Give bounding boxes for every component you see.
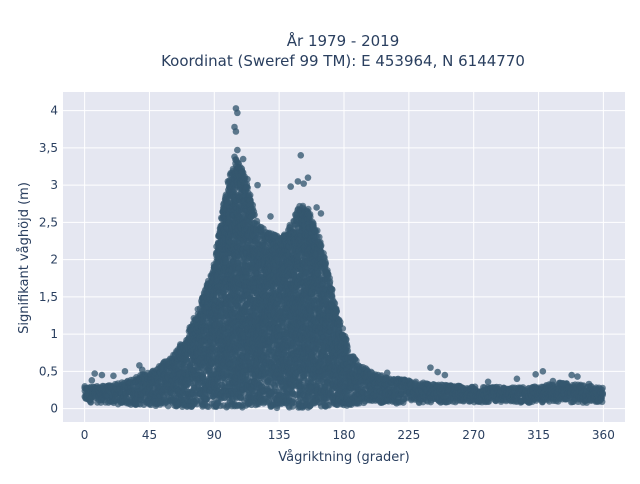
chart-title-line2: Koordinat (Sweref 99 TM): E 453964, N 61… [161, 52, 525, 70]
chart-title-line1: År 1979 - 2019 [287, 31, 400, 50]
data-point [251, 211, 258, 218]
data-point [244, 184, 251, 191]
